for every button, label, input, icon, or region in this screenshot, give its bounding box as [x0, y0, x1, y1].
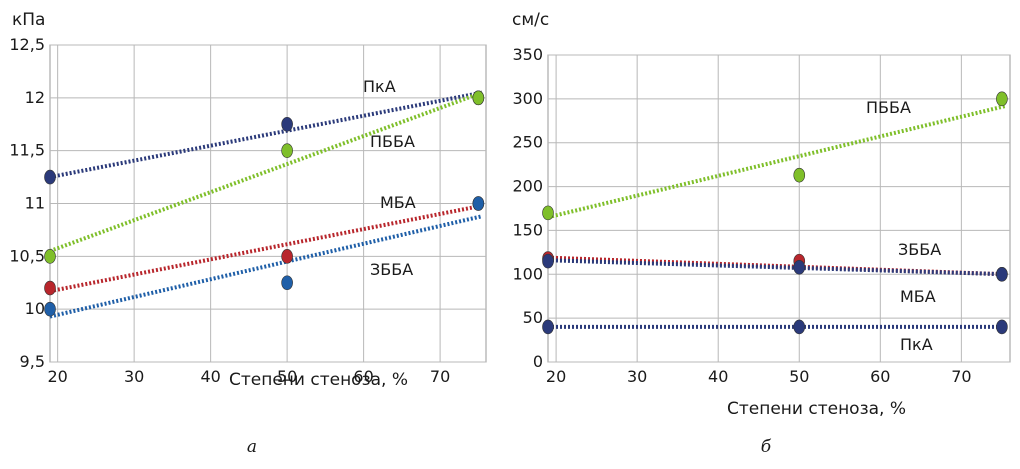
y-axis-unit: кПа — [12, 10, 45, 30]
y-tick-label: 200 — [512, 177, 543, 196]
y-tick-label: 100 — [512, 264, 543, 283]
y-tick-label: 150 — [512, 220, 543, 239]
data-point — [793, 167, 806, 183]
data-point — [44, 301, 56, 317]
y-tick-label: 250 — [512, 133, 543, 152]
series-label: ПББА — [866, 98, 911, 117]
x-tick-label: 40 — [200, 367, 220, 386]
panel-label: б — [761, 437, 772, 457]
y-tick-label: 12 — [25, 88, 45, 107]
data-point — [996, 319, 1008, 335]
series-label: ЗББА — [898, 240, 941, 259]
x-tick-label: 70 — [951, 367, 971, 386]
data-point — [996, 266, 1008, 282]
x-tick-label: 30 — [627, 367, 647, 386]
data-point — [542, 253, 554, 269]
y-tick-label: 10,5 — [9, 246, 45, 265]
data-point — [281, 275, 293, 291]
series-label: ПкА — [363, 77, 396, 96]
x-tick-label: 50 — [789, 367, 809, 386]
series-label: ПББА — [370, 132, 415, 151]
y-tick-label: 10 — [25, 299, 45, 318]
trendline — [49, 90, 483, 180]
x-tick-label: 40 — [708, 367, 728, 386]
data-point — [542, 319, 554, 335]
y-tick-label: 12,5 — [9, 35, 45, 54]
trendline — [49, 90, 483, 253]
x-tick-label: 20 — [546, 367, 566, 386]
data-point — [281, 116, 293, 132]
data-point — [281, 249, 293, 264]
x-tick-label: 60 — [870, 367, 890, 386]
chart-b: 20 30 40 50 60 70 0 50 100 150 200 250 300 350 см/с Сте… — [512, 10, 1011, 457]
data-point — [44, 280, 56, 296]
data-point — [472, 90, 485, 106]
series-label: МБА — [900, 287, 936, 306]
x-tick-label: 20 — [47, 367, 67, 386]
x-tick-label: 70 — [430, 367, 450, 386]
y-tick-label: 300 — [512, 89, 543, 108]
y-tick-label: 9,5 — [20, 352, 45, 371]
y-tick-label: 11 — [25, 194, 45, 213]
y-axis-unit: см/с — [512, 10, 549, 30]
trendline — [547, 103, 1007, 220]
series-label: МБА — [380, 193, 416, 212]
y-tick-label: 350 — [512, 45, 543, 64]
trendline — [49, 203, 483, 294]
chart-a: 20 30 40 50 60 70 9,5 10 10,5 11 11,5 12 12,5 кПа Степ… — [9, 10, 487, 457]
data-point — [542, 205, 554, 221]
data-point — [996, 91, 1008, 107]
y-tick-label: 0 — [533, 352, 543, 371]
panel-label: а — [247, 437, 257, 457]
trendline — [547, 258, 1007, 277]
y-tick-label: 50 — [523, 308, 543, 327]
plot-area — [547, 54, 1011, 363]
data-point — [281, 143, 293, 158]
data-point — [472, 196, 485, 211]
x-tick-label: 30 — [124, 367, 144, 386]
data-point — [793, 259, 806, 275]
data-point — [793, 319, 806, 335]
trendline — [49, 214, 483, 319]
x-axis-label: Степени стеноза, % — [727, 399, 906, 419]
data-point — [44, 169, 56, 185]
series-label: ПкА — [900, 335, 933, 354]
data-point — [44, 249, 56, 264]
x-tick-label: 60 — [353, 367, 373, 386]
series-label: ЗББА — [370, 260, 413, 279]
y-tick-label: 11,5 — [9, 141, 45, 160]
x-tick-label: 50 — [277, 367, 297, 386]
x-axis-label: Степени стеноза, % — [229, 370, 408, 390]
